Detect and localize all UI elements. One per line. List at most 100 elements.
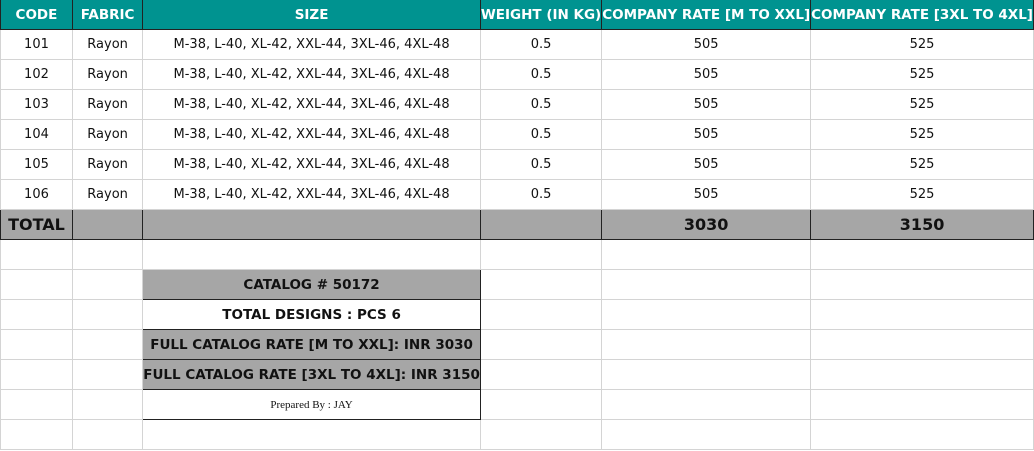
cell-rate-m-xxl[interactable]: 505: [601, 89, 812, 120]
cell[interactable]: [810, 299, 1034, 330]
cell[interactable]: [601, 329, 812, 360]
cell[interactable]: [142, 209, 481, 240]
cell[interactable]: [0, 359, 73, 390]
cell-weight[interactable]: 0.5: [479, 149, 603, 180]
cell-code[interactable]: 102: [0, 59, 73, 90]
cell[interactable]: [479, 239, 603, 270]
cell-fabric[interactable]: Rayon: [71, 29, 144, 60]
cell-weight[interactable]: 0.5: [479, 59, 603, 90]
cell-weight[interactable]: 0.5: [479, 179, 603, 210]
empty-row: [0, 419, 1034, 450]
cell-size[interactable]: M-38, L-40, XL-42, XXL-44, 3XL-46, 4XL-4…: [142, 59, 481, 90]
cell-rate-m-xxl[interactable]: 505: [601, 59, 812, 90]
cell[interactable]: [71, 419, 144, 450]
cell[interactable]: [479, 329, 603, 360]
cell[interactable]: [0, 389, 73, 420]
cell-size[interactable]: M-38, L-40, XL-42, XXL-44, 3XL-46, 4XL-4…: [142, 29, 481, 60]
summary-row: FULL CATALOG RATE [3XL TO 4XL]: INR 3150: [0, 359, 1034, 390]
cell-rate-m-xxl[interactable]: 505: [601, 179, 812, 210]
cell[interactable]: [71, 209, 144, 240]
cell-code[interactable]: 104: [0, 119, 73, 150]
cell[interactable]: [810, 269, 1034, 300]
cell[interactable]: [479, 209, 603, 240]
cell-size[interactable]: M-38, L-40, XL-42, XXL-44, 3XL-46, 4XL-4…: [142, 179, 481, 210]
cell[interactable]: [71, 389, 144, 420]
table-row: 106 Rayon M-38, L-40, XL-42, XXL-44, 3XL-4…: [0, 179, 1034, 210]
full-catalog-rate-3xl-4xl[interactable]: FULL CATALOG RATE [3XL TO 4XL]: INR 3150: [142, 359, 481, 390]
cell[interactable]: [810, 239, 1034, 270]
cell-rate-3xl-4xl[interactable]: 525: [810, 29, 1034, 60]
cell-code[interactable]: 101: [0, 29, 73, 60]
cell[interactable]: [0, 239, 73, 270]
cell[interactable]: [479, 269, 603, 300]
cell-fabric[interactable]: Rayon: [71, 89, 144, 120]
cell[interactable]: [601, 389, 812, 420]
total-rate-m-xxl[interactable]: 3030: [601, 209, 812, 240]
cell[interactable]: [142, 419, 481, 450]
cell[interactable]: [71, 299, 144, 330]
total-rate-3xl-4xl[interactable]: 3150: [810, 209, 1034, 240]
cell-size[interactable]: M-38, L-40, XL-42, XXL-44, 3XL-46, 4XL-4…: [142, 89, 481, 120]
cell[interactable]: [71, 359, 144, 390]
cell-code[interactable]: 106: [0, 179, 73, 210]
cell[interactable]: [479, 389, 603, 420]
header-code[interactable]: CODE: [0, 0, 73, 30]
catalog-number[interactable]: CATALOG # 50172: [142, 269, 481, 300]
cell-rate-3xl-4xl[interactable]: 525: [810, 89, 1034, 120]
table-row: 105 Rayon M-38, L-40, XL-42, XXL-44, 3XL-4…: [0, 149, 1034, 180]
cell-code[interactable]: 103: [0, 89, 73, 120]
cell[interactable]: [810, 389, 1034, 420]
cell-rate-3xl-4xl[interactable]: 525: [810, 179, 1034, 210]
cell[interactable]: [0, 299, 73, 330]
cell[interactable]: [601, 359, 812, 390]
full-catalog-rate-m-xxl[interactable]: FULL CATALOG RATE [M TO XXL]: INR 3030: [142, 329, 481, 360]
cell-rate-3xl-4xl[interactable]: 525: [810, 59, 1034, 90]
total-row: TOTAL 3030 3150: [0, 209, 1034, 240]
header-size[interactable]: SIZE: [142, 0, 481, 30]
cell-size[interactable]: M-38, L-40, XL-42, XXL-44, 3XL-46, 4XL-4…: [142, 149, 481, 180]
prepared-by[interactable]: Prepared By : JAY: [142, 389, 481, 420]
table-row: 101 Rayon M-38, L-40, XL-42, XXL-44, 3XL-4…: [0, 29, 1034, 60]
cell[interactable]: [142, 239, 481, 270]
cell-rate-m-xxl[interactable]: 505: [601, 119, 812, 150]
cell-rate-m-xxl[interactable]: 505: [601, 149, 812, 180]
cell[interactable]: [601, 419, 812, 450]
cell[interactable]: [479, 359, 603, 390]
cell-fabric[interactable]: Rayon: [71, 149, 144, 180]
cell-rate-m-xxl[interactable]: 505: [601, 29, 812, 60]
cell[interactable]: [810, 419, 1034, 450]
cell[interactable]: [71, 269, 144, 300]
table-row: 102 Rayon M-38, L-40, XL-42, XXL-44, 3XL-4…: [0, 59, 1034, 90]
cell-fabric[interactable]: Rayon: [71, 179, 144, 210]
cell-rate-3xl-4xl[interactable]: 525: [810, 149, 1034, 180]
header-weight[interactable]: WEIGHT (IN KG): [479, 0, 603, 30]
cell[interactable]: [71, 239, 144, 270]
cell-weight[interactable]: 0.5: [479, 119, 603, 150]
cell[interactable]: [0, 269, 73, 300]
header-rate-3xl-4xl[interactable]: COMPANY RATE [3XL TO 4XL]: [810, 0, 1034, 30]
cell-weight[interactable]: 0.5: [479, 29, 603, 60]
cell[interactable]: [601, 269, 812, 300]
total-designs[interactable]: TOTAL DESIGNS : PCS 6: [142, 299, 481, 330]
cell[interactable]: [479, 419, 603, 450]
header-fabric[interactable]: FABRIC: [71, 0, 144, 30]
cell-code[interactable]: 105: [0, 149, 73, 180]
cell[interactable]: [810, 329, 1034, 360]
cell-weight[interactable]: 0.5: [479, 89, 603, 120]
cell-rate-3xl-4xl[interactable]: 525: [810, 119, 1034, 150]
table-row: 103 Rayon M-38, L-40, XL-42, XXL-44, 3XL-4…: [0, 89, 1034, 120]
cell[interactable]: [0, 419, 73, 450]
table-row: 104 Rayon M-38, L-40, XL-42, XXL-44, 3XL-4…: [0, 119, 1034, 150]
cell[interactable]: [601, 239, 812, 270]
cell[interactable]: [601, 299, 812, 330]
cell-fabric[interactable]: Rayon: [71, 119, 144, 150]
cell-fabric[interactable]: Rayon: [71, 59, 144, 90]
header-rate-m-xxl[interactable]: COMPANY RATE [M TO XXL]: [601, 0, 812, 30]
cell[interactable]: [0, 329, 73, 360]
header-row: CODE FABRIC SIZE WEIGHT (IN KG) COMPANY …: [0, 0, 1034, 30]
total-label[interactable]: TOTAL: [0, 209, 73, 240]
cell[interactable]: [810, 359, 1034, 390]
cell[interactable]: [479, 299, 603, 330]
cell[interactable]: [71, 329, 144, 360]
cell-size[interactable]: M-38, L-40, XL-42, XXL-44, 3XL-46, 4XL-4…: [142, 119, 481, 150]
